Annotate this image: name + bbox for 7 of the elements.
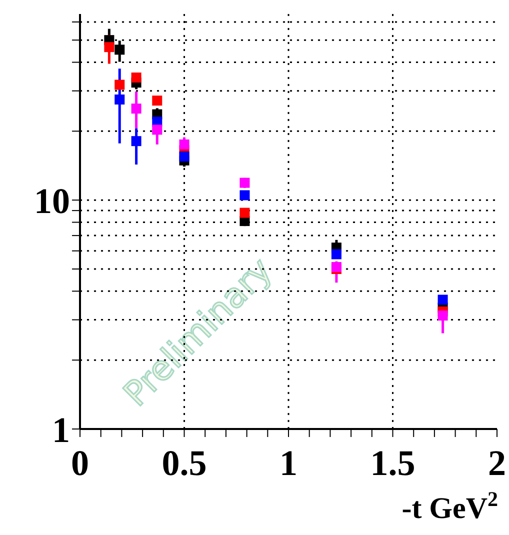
x-tick-label: 1.5 bbox=[370, 443, 416, 483]
x-tick-label: 2 bbox=[488, 443, 506, 483]
x-tick-label: 0 bbox=[71, 443, 89, 483]
x-tick-label: 1 bbox=[280, 443, 298, 483]
y-tick-label: 10 bbox=[34, 180, 70, 221]
x-axis-title: -t GeV$^{2}$ bbox=[402, 487, 498, 525]
x-tick-label: 0.5 bbox=[162, 443, 207, 483]
